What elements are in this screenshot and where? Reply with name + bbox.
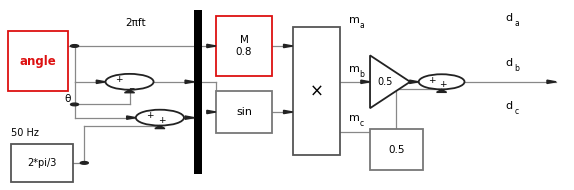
Text: d: d [506,101,513,111]
Text: ×: × [309,82,323,100]
Text: d: d [506,58,513,68]
Circle shape [106,74,154,90]
Text: _: _ [129,80,134,89]
Polygon shape [207,110,216,114]
Polygon shape [370,55,410,108]
Text: b: b [514,64,519,73]
Text: 2*pi/3: 2*pi/3 [27,158,57,168]
Polygon shape [185,80,194,83]
Polygon shape [96,80,106,83]
Text: 50 Hz: 50 Hz [11,128,39,138]
Text: sin: sin [236,107,252,117]
Text: +: + [158,116,165,125]
Text: +: + [428,76,436,85]
Text: m: m [349,15,360,25]
Circle shape [418,74,464,89]
FancyBboxPatch shape [216,16,272,76]
Polygon shape [127,116,136,119]
Circle shape [136,110,184,126]
Polygon shape [185,116,194,119]
Text: c: c [359,119,363,128]
Text: a: a [359,21,364,30]
Text: 0.5: 0.5 [378,77,393,87]
FancyBboxPatch shape [194,10,202,174]
Text: θ: θ [65,94,71,104]
Polygon shape [409,80,418,83]
Polygon shape [437,89,447,92]
Polygon shape [207,44,216,48]
Text: M
0.8: M 0.8 [236,35,253,57]
Text: c: c [514,108,518,116]
Polygon shape [361,80,370,83]
Polygon shape [547,80,556,83]
Circle shape [71,45,79,47]
FancyBboxPatch shape [7,31,68,91]
Text: +: + [146,111,153,120]
FancyBboxPatch shape [370,129,422,170]
Text: d: d [506,13,513,23]
FancyBboxPatch shape [11,144,73,182]
Text: 2πft: 2πft [125,18,146,28]
Text: m: m [349,64,360,74]
Text: a: a [514,19,519,28]
Circle shape [80,162,88,164]
Circle shape [71,103,79,106]
Text: +: + [440,80,447,89]
Text: b: b [359,70,364,79]
Polygon shape [284,44,293,48]
FancyBboxPatch shape [293,27,340,155]
Polygon shape [284,110,293,114]
Polygon shape [125,90,134,93]
Text: m: m [349,113,360,123]
Text: angle: angle [20,55,56,68]
Text: +: + [115,75,123,84]
FancyBboxPatch shape [216,91,272,133]
Text: 0.5: 0.5 [388,145,405,155]
Polygon shape [155,126,165,129]
